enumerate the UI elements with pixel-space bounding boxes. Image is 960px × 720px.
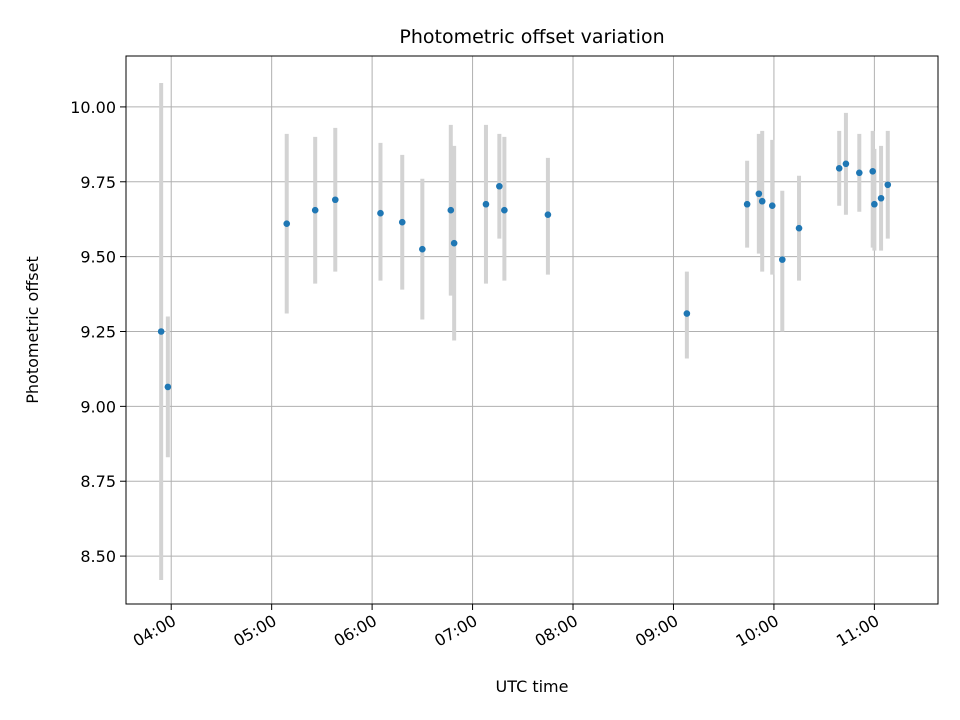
data-point (311, 206, 319, 214)
plot-frame (125, 55, 939, 605)
data-point (482, 200, 490, 208)
y-tick-label: 8.50 (80, 547, 116, 566)
data-point (755, 190, 763, 198)
data-point (447, 206, 455, 214)
y-tick-label: 9.25 (80, 322, 116, 341)
data-point (331, 196, 339, 204)
data-point (544, 211, 552, 219)
y-axis-ticks: 8.50 8.75 9.00 9.25 9.50 9.75 10.00 (70, 98, 126, 566)
data-point (758, 197, 766, 205)
data-point (869, 167, 877, 175)
data-point (842, 160, 850, 168)
y-axis-label: Photometric offset (23, 256, 42, 404)
plot-area (126, 56, 938, 604)
data-points (157, 160, 892, 391)
data-point (283, 220, 291, 227)
data-point (871, 200, 878, 208)
data-point (377, 209, 384, 217)
y-tick-label: 9.00 (80, 397, 116, 416)
y-tick-label: 9.50 (80, 248, 116, 267)
data-point (450, 239, 458, 247)
data-point (419, 245, 426, 253)
data-point (164, 383, 172, 391)
data-point (877, 194, 885, 202)
data-point (835, 164, 843, 172)
data-point (398, 218, 406, 226)
y-tick-label: 8.75 (80, 472, 116, 491)
chart-title: Photometric offset variation (399, 26, 664, 48)
data-point (778, 256, 786, 263)
data-point (501, 206, 508, 214)
data-point (856, 169, 863, 177)
y-tick-label: 9.75 (80, 173, 116, 192)
data-point (157, 328, 165, 335)
data-point (795, 224, 803, 232)
data-point (884, 181, 892, 189)
data-point (496, 182, 503, 190)
data-point (768, 202, 776, 210)
y-tick-label: 10.00 (70, 98, 116, 117)
data-point (743, 200, 751, 208)
data-point (683, 310, 691, 317)
x-axis-label: UTC time (496, 677, 569, 696)
